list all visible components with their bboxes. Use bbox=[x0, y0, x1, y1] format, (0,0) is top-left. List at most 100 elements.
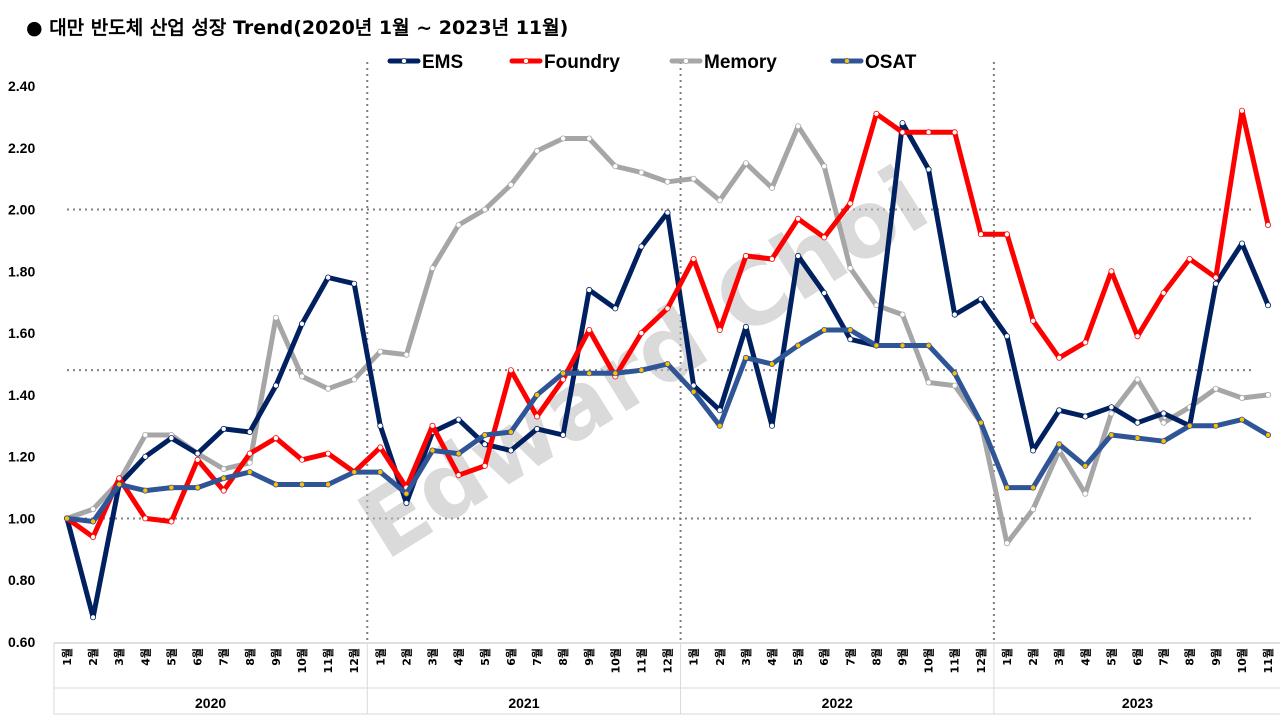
data-point-osat bbox=[1056, 441, 1063, 448]
month-tick-label: 11월 bbox=[321, 648, 335, 673]
data-point-foundry bbox=[1160, 289, 1167, 296]
data-point-memory bbox=[1265, 391, 1272, 398]
month-tick-label: 7월 bbox=[530, 648, 544, 666]
data-point-ems bbox=[899, 120, 906, 127]
data-point-memory bbox=[246, 459, 253, 466]
data-point-osat bbox=[168, 484, 175, 491]
month-tick-label: 10월 bbox=[295, 648, 309, 673]
month-tick-label: 8월 bbox=[869, 648, 883, 666]
data-point-foundry bbox=[507, 367, 514, 374]
month-tick-label: 9월 bbox=[896, 648, 910, 666]
data-point-memory bbox=[664, 178, 671, 185]
data-point-foundry bbox=[690, 255, 697, 262]
data-point-memory bbox=[90, 506, 97, 513]
data-point-osat bbox=[64, 515, 71, 522]
month-tick-label: 5월 bbox=[1104, 648, 1118, 666]
data-point-osat bbox=[742, 354, 749, 361]
data-point-osat bbox=[1082, 462, 1089, 469]
month-tick-label: 10월 bbox=[922, 648, 936, 673]
data-point-memory bbox=[847, 265, 854, 272]
data-point-osat bbox=[951, 370, 958, 377]
data-point-foundry bbox=[455, 472, 462, 479]
month-tick-label: 1월 bbox=[687, 648, 701, 666]
data-point-osat bbox=[246, 469, 253, 476]
data-point-memory bbox=[272, 314, 279, 321]
data-point-memory bbox=[821, 163, 828, 170]
legend-label-foundry: Foundry bbox=[544, 52, 620, 73]
data-point-osat bbox=[1186, 422, 1193, 429]
data-point-memory bbox=[1108, 410, 1115, 417]
data-point-osat bbox=[507, 428, 514, 435]
data-point-ems bbox=[1082, 413, 1089, 420]
data-point-ems bbox=[142, 453, 149, 460]
data-point-ems bbox=[1160, 410, 1167, 417]
y-tick-label: 2.00 bbox=[8, 202, 35, 218]
data-point-memory bbox=[351, 376, 358, 383]
data-point-foundry bbox=[795, 215, 802, 222]
data-point-ems bbox=[90, 614, 97, 621]
y-tick-label: 1.40 bbox=[8, 387, 35, 403]
year-label: 2021 bbox=[508, 695, 539, 711]
month-tick-label: 8월 bbox=[243, 648, 257, 666]
month-tick-label: 10월 bbox=[608, 648, 622, 673]
y-tick-label: 1.20 bbox=[8, 449, 35, 465]
data-point-osat bbox=[403, 490, 410, 497]
month-tick-label: 8월 bbox=[1183, 648, 1197, 666]
data-point-ems bbox=[977, 296, 984, 303]
data-point-osat bbox=[1160, 438, 1167, 445]
data-point-ems bbox=[1239, 240, 1246, 247]
data-point-memory bbox=[1134, 376, 1141, 383]
data-point-osat bbox=[560, 370, 567, 377]
data-point-memory bbox=[220, 465, 227, 472]
data-point-memory bbox=[1160, 419, 1167, 426]
data-point-osat bbox=[116, 481, 123, 488]
month-tick-label: 6월 bbox=[191, 648, 205, 666]
month-tick-label: 3월 bbox=[112, 648, 126, 666]
month-tick-label: 12월 bbox=[661, 648, 675, 673]
data-point-ems bbox=[351, 280, 358, 287]
series-layer bbox=[64, 107, 1272, 621]
legend-label-memory: Memory bbox=[704, 52, 777, 73]
data-point-memory bbox=[534, 147, 541, 154]
data-point-foundry bbox=[1108, 268, 1115, 275]
data-point-ems bbox=[638, 243, 645, 250]
month-tick-label: 11월 bbox=[1261, 648, 1275, 673]
data-point-foundry bbox=[194, 456, 201, 463]
data-point-foundry bbox=[560, 376, 567, 383]
data-point-memory bbox=[612, 163, 619, 170]
data-point-ems bbox=[664, 209, 671, 216]
data-point-foundry bbox=[298, 456, 305, 463]
data-point-foundry bbox=[142, 515, 149, 522]
month-tick-label: 5월 bbox=[791, 648, 805, 666]
data-point-osat bbox=[1212, 422, 1219, 429]
data-point-ems bbox=[481, 441, 488, 448]
data-point-foundry bbox=[168, 518, 175, 525]
data-point-foundry bbox=[951, 129, 958, 136]
data-point-memory bbox=[429, 265, 436, 272]
month-tick-label: 2월 bbox=[399, 648, 413, 666]
month-tick-label: 1월 bbox=[60, 648, 74, 666]
y-tick-label: 1.00 bbox=[8, 510, 35, 526]
legend-label-ems: EMS bbox=[422, 52, 463, 73]
year-label: 2020 bbox=[195, 695, 226, 711]
data-point-osat bbox=[325, 481, 332, 488]
legend-marker-memory bbox=[683, 58, 690, 65]
data-point-foundry bbox=[1186, 255, 1193, 262]
data-point-foundry bbox=[899, 129, 906, 136]
data-point-osat bbox=[142, 487, 149, 494]
data-point-ems bbox=[220, 425, 227, 432]
data-point-foundry bbox=[664, 305, 671, 312]
data-point-foundry bbox=[246, 450, 253, 457]
data-point-osat bbox=[481, 431, 488, 438]
legend-marker-foundry bbox=[523, 58, 530, 65]
data-point-foundry bbox=[847, 200, 854, 207]
data-point-osat bbox=[586, 370, 593, 377]
data-point-foundry bbox=[925, 129, 932, 136]
data-point-osat bbox=[716, 422, 723, 429]
data-point-osat bbox=[925, 342, 932, 349]
data-point-foundry bbox=[1239, 107, 1246, 114]
data-point-memory bbox=[403, 351, 410, 358]
data-point-ems bbox=[403, 499, 410, 506]
data-point-osat bbox=[1134, 435, 1141, 442]
data-point-ems bbox=[246, 428, 253, 435]
